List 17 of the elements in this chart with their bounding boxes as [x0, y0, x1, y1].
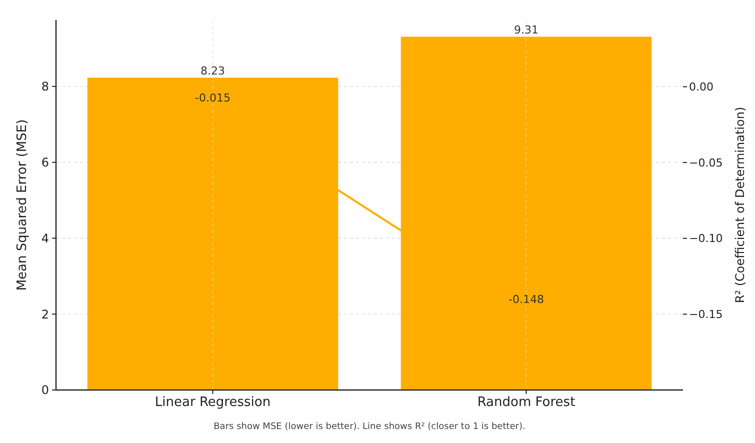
y2-tick-label: 0.00: [689, 80, 714, 94]
y-axis-title: Mean Squared Error (MSE): [15, 119, 30, 291]
y2-tick-label: −0.05: [689, 156, 723, 170]
text: Bars show MSE (lower is better). Line shows R² (closer to 1 is better).: [214, 422, 526, 432]
y2-axis-title: R² (Coefficient of Determination): [733, 106, 747, 304]
y-tick-label: 8: [41, 80, 49, 94]
data-label: 9.31: [514, 24, 538, 37]
y2-tick-label: −0.15: [689, 308, 723, 322]
data-label: 8.23: [200, 64, 225, 78]
x-tick-label: Linear Regression: [154, 395, 271, 410]
y2-tick-label: −0.10: [689, 232, 723, 246]
x-tick-label: Random Forest: [477, 395, 576, 410]
data-label: -0.015: [195, 91, 230, 104]
y-tick-label: 0: [41, 383, 49, 398]
y-tick-label: 6: [41, 156, 49, 170]
y-tick-label: 2: [41, 307, 49, 322]
y-tick-label: 4: [41, 231, 49, 246]
